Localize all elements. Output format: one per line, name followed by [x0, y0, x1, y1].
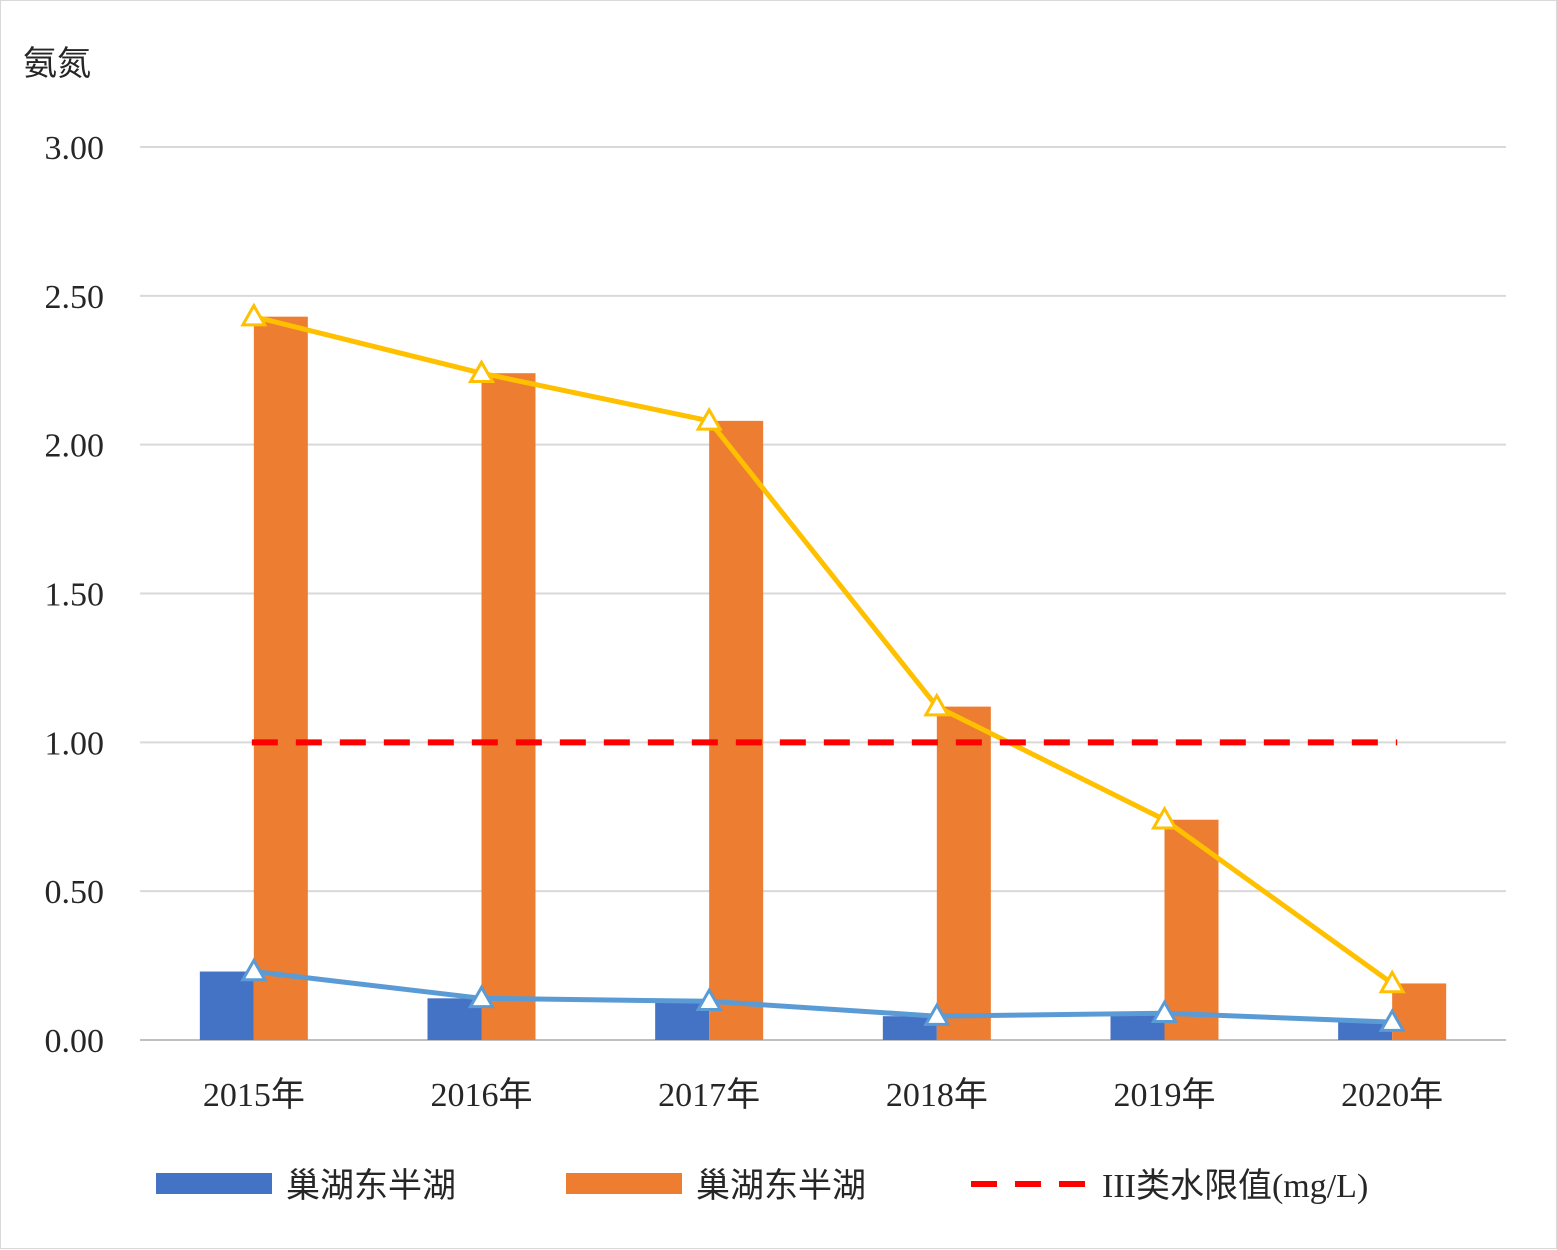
- x-tick-label-2018年: 2018年: [886, 1076, 988, 1114]
- triangle-marker-2-2016年: [467, 984, 496, 1009]
- bar-series1-2015年: [199, 971, 254, 1040]
- x-tick-label-2017年: 2017年: [658, 1076, 760, 1114]
- series-lines: [240, 302, 1406, 1032]
- bars: [199, 316, 1447, 1040]
- y-tick-label-2.50: 2.50: [45, 279, 105, 316]
- y-tick-label-1.50: 1.50: [45, 577, 105, 614]
- triangle-marker-2-2019年: [1150, 999, 1179, 1023]
- triangle-marker-3-2019年: [1150, 805, 1179, 830]
- y-tick-label-1.00: 1.00: [45, 725, 105, 762]
- x-tick-label-2015年: 2015年: [203, 1076, 305, 1114]
- gridlines: [140, 146, 1506, 1041]
- legend: 巢湖东半湖 巢湖东半湖 III类水限值(mg/L): [156, 1167, 1368, 1205]
- legend-swatch-1: [156, 1173, 272, 1194]
- triangle-marker-2-2017年: [695, 987, 723, 1012]
- legend-label-3: III类水限值(mg/L): [1102, 1167, 1368, 1205]
- line-series-2: [253, 969, 1393, 1025]
- legend-label-2: 巢湖东半湖: [696, 1167, 866, 1205]
- triangle-marker-2-2018年: [923, 1002, 951, 1026]
- legend-swatch-2: [566, 1173, 682, 1194]
- x-tick-labels: 2015年 2016年 2017年 2018年 2019年 2020年: [203, 1076, 1443, 1114]
- x-tick-label-2019年: 2019年: [1114, 1076, 1216, 1114]
- x-tick-label-2016年: 2016年: [431, 1076, 533, 1114]
- y-tick-labels: 0.00 0.50 1.00 1.50 2.00 2.50 3.00: [45, 130, 105, 1060]
- bar-series1-2020年: [1338, 1022, 1393, 1040]
- bar-series2-2016年: [481, 373, 536, 1040]
- triangle-marker-3-2020年: [1378, 969, 1406, 994]
- triangle-marker-3-2018年: [923, 692, 951, 717]
- y-axis-label: 氨氮: [23, 45, 91, 83]
- bar-series1-2018年: [882, 1016, 937, 1040]
- y-tick-label-0.50: 0.50: [45, 874, 105, 911]
- triangle-marker-3-2016年: [467, 359, 496, 383]
- x-tick-label-2020年: 2020年: [1341, 1076, 1443, 1114]
- triangle-marker-3-2015年: [240, 302, 268, 327]
- bar-series2-2015年: [253, 316, 308, 1040]
- bar-series2-2017年: [709, 420, 764, 1040]
- y-tick-label-3.00: 3.00: [45, 130, 105, 167]
- y-tick-label-2.00: 2.00: [45, 428, 105, 465]
- triangle-marker-2-2020年: [1378, 1008, 1406, 1032]
- y-tick-label-0.00: 0.00: [45, 1023, 105, 1060]
- triangle-marker-3-2017年: [695, 406, 723, 431]
- legend-label-1: 巢湖东半湖: [286, 1167, 456, 1205]
- bar-series2-2018年: [936, 706, 991, 1040]
- line-series-3: [253, 314, 1394, 986]
- triangle-marker-2-2015年: [240, 957, 268, 982]
- bar-series2-2019年: [1164, 819, 1219, 1040]
